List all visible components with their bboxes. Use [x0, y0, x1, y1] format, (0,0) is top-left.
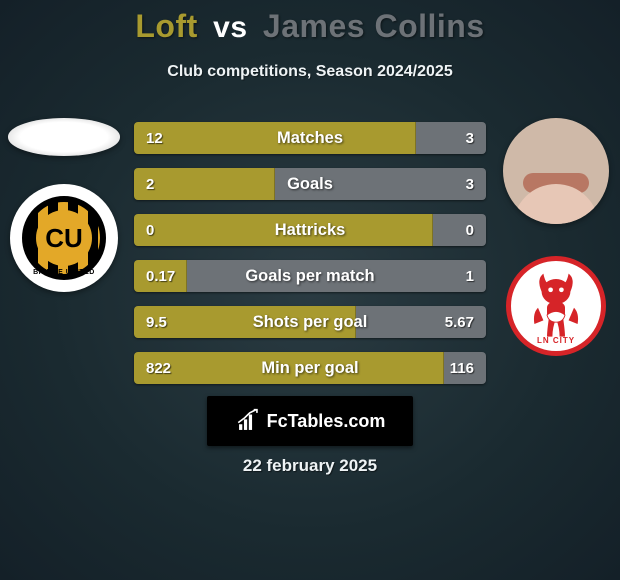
stat-row: 822116Min per goal: [134, 352, 486, 384]
comparison-bars: 123Matches 23Goals 00Hattricks 0.171Goals p…: [134, 122, 486, 398]
stat-label: Hattricks: [134, 214, 486, 246]
brand-logo-icon: [235, 408, 261, 434]
right-graphics: LN CITY: [496, 118, 616, 360]
subtitle: Club competitions, Season 2024/2025: [0, 63, 620, 81]
player1-avatar: [8, 118, 120, 156]
stat-label: Min per goal: [134, 352, 486, 384]
club2-ring-text: LN CITY: [511, 336, 601, 345]
player2-avatar: [503, 118, 609, 224]
brand-text: FcTables.com: [267, 411, 386, 432]
stat-row: 00Hattricks: [134, 214, 486, 246]
left-graphics: BRIDGE UNITED: [4, 118, 124, 292]
stat-label: Matches: [134, 122, 486, 154]
stat-row: 23Goals: [134, 168, 486, 200]
player1-name: Loft: [135, 8, 197, 44]
comparison-title: Loft vs James Collins: [0, 0, 620, 45]
player2-club-badge: LN CITY: [502, 252, 610, 360]
stat-row: 123Matches: [134, 122, 486, 154]
player1-club-badge: BRIDGE UNITED: [10, 184, 118, 292]
vs-label: vs: [213, 11, 247, 44]
club-lc-icon: LN CITY: [506, 256, 606, 356]
stat-row: 9.55.67Shots per goal: [134, 306, 486, 338]
club1-ring-text: BRIDGE UNITED: [22, 269, 106, 276]
stat-label: Shots per goal: [134, 306, 486, 338]
player2-name: James Collins: [263, 8, 485, 44]
brand-badge: FcTables.com: [207, 396, 413, 446]
stat-row: 0.171Goals per match: [134, 260, 486, 292]
stat-label: Goals per match: [134, 260, 486, 292]
stat-label: Goals: [134, 168, 486, 200]
club-cu-icon: BRIDGE UNITED: [22, 196, 106, 280]
date-label: 22 february 2025: [0, 456, 620, 476]
